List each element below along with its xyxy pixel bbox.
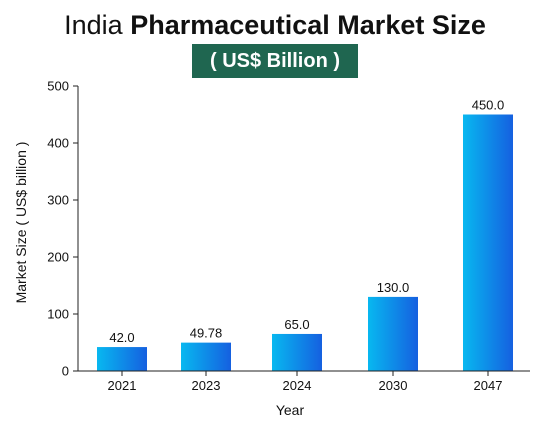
y-tick-label: 0 xyxy=(62,364,69,379)
bar-2024 xyxy=(272,333,322,371)
y-axis-ticks: 0 100 200 300 400 500 xyxy=(47,79,78,379)
data-label-2047: 450.0 xyxy=(472,98,505,113)
chart-subtitle-badge: ( US$ Billion ) xyxy=(192,44,358,78)
y-tick-label: 200 xyxy=(47,250,69,265)
chart-title: India Pharmaceutical Market Size xyxy=(0,8,550,42)
y-tick-label: 100 xyxy=(47,307,69,322)
chart-title-bold: Pharmaceutical Market Size xyxy=(130,10,486,40)
x-tick-label-2030: 2030 xyxy=(379,378,408,393)
x-axis-ticks: 2021 2023 2024 2030 2047 xyxy=(108,371,503,393)
data-label-2030: 130.0 xyxy=(377,280,410,295)
y-axis-label: Market Size ( US$ billion ) xyxy=(13,142,29,304)
bar-2047 xyxy=(463,114,513,371)
bar-2021 xyxy=(97,347,147,371)
bar-2030 xyxy=(368,296,418,371)
x-tick-label-2021: 2021 xyxy=(108,378,137,393)
y-tick-label: 400 xyxy=(47,136,69,151)
y-tick-label: 300 xyxy=(47,193,69,208)
data-label-2024: 65.0 xyxy=(284,317,309,332)
data-label-2023: 49.78 xyxy=(190,326,223,341)
x-tick-label-2023: 2023 xyxy=(192,378,221,393)
chart-title-prefix: India xyxy=(64,10,123,40)
x-tick-label-2024: 2024 xyxy=(283,378,312,393)
y-tick-label: 500 xyxy=(47,79,69,94)
x-axis-label: Year xyxy=(276,402,305,418)
bars-group: 42.0 49.78 65.0 130.0 450.0 xyxy=(97,98,513,371)
bar-2023 xyxy=(181,342,231,371)
data-label-2021: 42.0 xyxy=(109,330,134,345)
x-tick-label-2047: 2047 xyxy=(474,378,503,393)
